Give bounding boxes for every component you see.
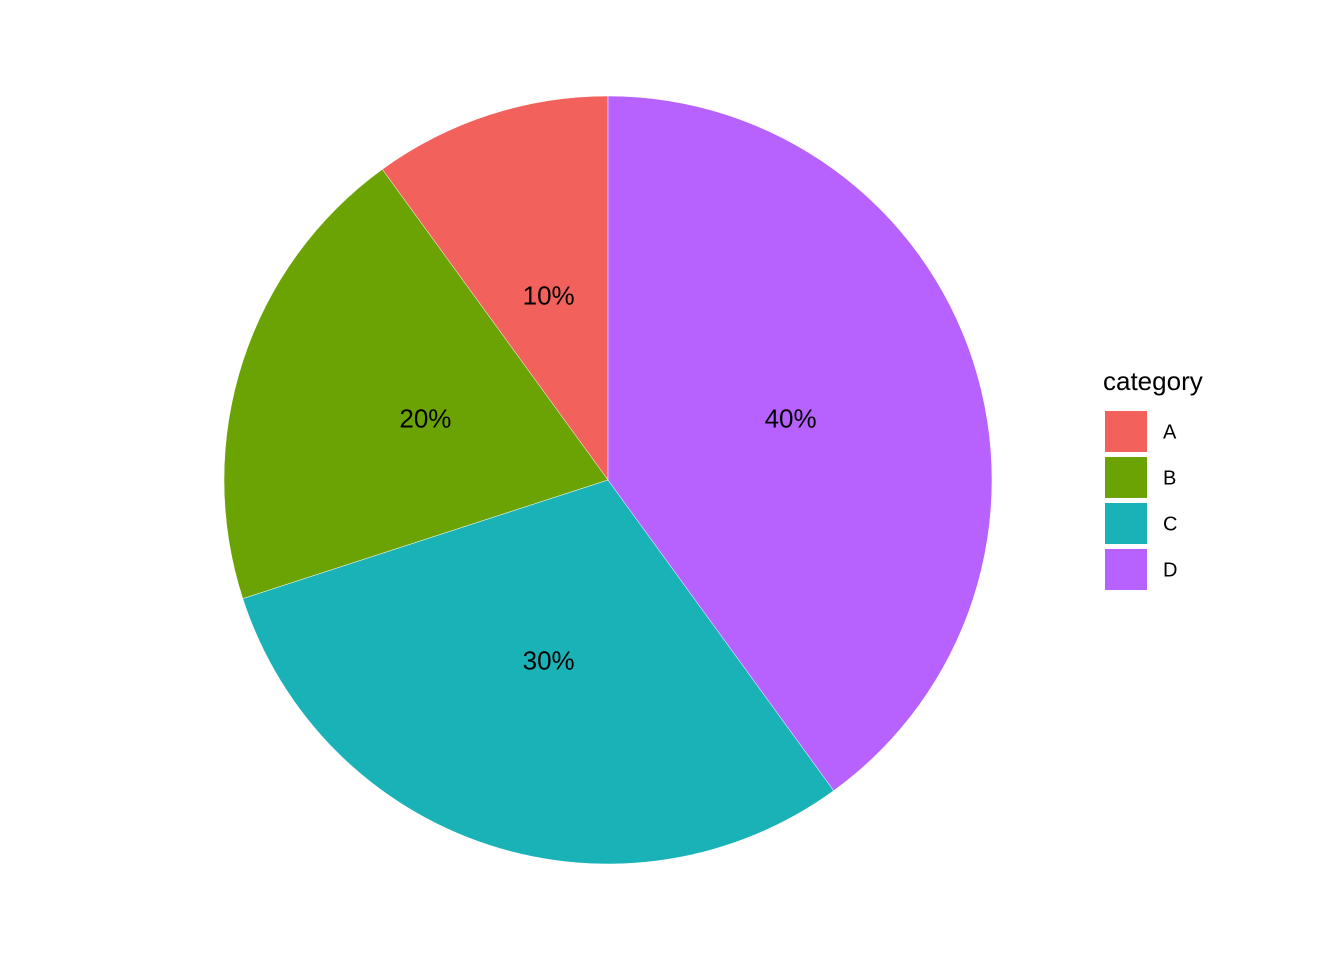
slice-label: 10% <box>523 280 575 310</box>
legend-label: D <box>1163 559 1177 581</box>
legend-swatch <box>1105 457 1147 498</box>
pie-slice <box>242 479 835 865</box>
legend-swatch <box>1105 503 1147 544</box>
slice-label: 20% <box>399 404 451 434</box>
legend-title: category <box>1103 366 1203 396</box>
pie-slice <box>381 95 609 481</box>
legend-swatch <box>1105 411 1147 452</box>
legend-label: A <box>1163 421 1177 443</box>
slice-label: 40% <box>765 404 817 434</box>
legend-swatch <box>1105 549 1147 590</box>
pie-slice <box>607 95 993 792</box>
legend-label: C <box>1163 513 1177 535</box>
pie-slice <box>223 168 609 599</box>
slice-label: 30% <box>523 645 575 675</box>
legend-label: B <box>1163 467 1176 489</box>
